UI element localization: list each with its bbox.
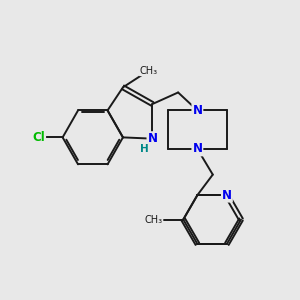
Text: N: N [192,104,203,117]
Text: N: N [222,189,232,202]
Text: CH₃: CH₃ [145,214,163,224]
Text: N: N [192,142,203,155]
Text: N: N [148,132,158,145]
Text: Cl: Cl [32,131,45,144]
Text: H: H [140,144,149,154]
Text: CH₃: CH₃ [140,66,158,76]
